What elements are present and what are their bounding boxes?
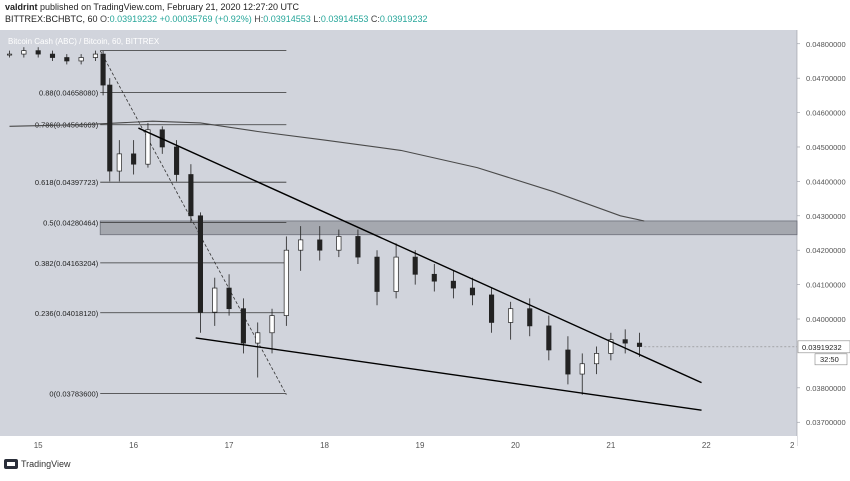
candle-body [608, 339, 614, 354]
chart-header: valdrint published on TradingView.com, F… [0, 0, 850, 28]
y-tick-label: 0.04100000 [806, 281, 846, 290]
countdown-box [814, 353, 848, 366]
candle-body [197, 215, 203, 313]
candle-body [374, 256, 380, 292]
candle-body [145, 129, 151, 165]
candle-body [622, 339, 628, 344]
candle-body [469, 287, 476, 296]
candle-body [240, 308, 246, 344]
published-text: published on TradingView.com, February 2… [40, 2, 300, 12]
candle-body [100, 53, 106, 86]
candle-body [317, 239, 323, 251]
last-price-box [797, 340, 850, 354]
candle-body [212, 287, 218, 313]
high-value: 0.03914553 [263, 14, 311, 24]
last-price-label: 0.03919232 [802, 343, 842, 352]
candle-body [35, 50, 41, 55]
countdown-label: 32:50 [820, 355, 839, 364]
x-tick-label: 15 [34, 441, 43, 450]
fib-level-label: 0.618(0.04397723) [35, 178, 99, 187]
candle-body [579, 363, 585, 375]
candle-body [131, 153, 137, 165]
y-tick-label: 0.04400000 [806, 177, 846, 186]
tradingview-logo[interactable]: TradingView [4, 459, 71, 469]
candle-body [298, 239, 304, 251]
resistance-zone [99, 220, 798, 236]
candle-body [527, 308, 533, 327]
y-tick-label: 0.04300000 [806, 212, 846, 221]
fib-level-label: 0.5(0.04280464) [43, 219, 99, 228]
change-value: +0.00035769 (+0.92%) [159, 14, 252, 24]
y-tick-label: 0.03700000 [806, 418, 846, 427]
candle-body [64, 57, 70, 62]
candle-body [450, 280, 456, 289]
low-value: 0.03914553 [320, 14, 369, 24]
y-tick-label: 0.04700000 [806, 74, 846, 83]
fib-level-label: 0.236(0.04018120) [35, 309, 99, 318]
x-tick-label: 18 [320, 441, 329, 450]
y-tick-label: 0.04800000 [806, 40, 846, 49]
x-tick-label: 17 [225, 441, 234, 450]
ohlc-legend: BITTREX:BCHBTC, 60 O:0.03919232 +0.00035… [5, 14, 427, 24]
candle-body [636, 342, 643, 347]
x-tick-label: 16 [129, 441, 138, 450]
fib-level-label: 0.88(0.04658080) [39, 89, 99, 98]
y-tick-label: 0.03800000 [806, 384, 846, 393]
x-tick-label: 22 [702, 441, 711, 450]
candle-body [594, 353, 600, 365]
price-axis-background [797, 30, 850, 446]
candle-body [116, 153, 122, 172]
low-label: L: [313, 14, 321, 24]
tradingview-icon [4, 459, 18, 469]
candle-body [226, 287, 232, 310]
x-tick-label: 2 [790, 441, 795, 450]
candle-body [508, 308, 514, 323]
wedge-lower-trendline [195, 337, 702, 411]
candle-body [565, 349, 571, 375]
wedge-upper-trendline [138, 127, 702, 384]
candle-body [78, 57, 84, 62]
candle-body [188, 174, 194, 217]
tradingview-brand: TradingView [21, 459, 71, 469]
candle-body [355, 236, 361, 258]
candle-body [336, 236, 342, 251]
moving-average-line [9, 120, 645, 222]
open-label: O: [100, 14, 110, 24]
y-tick-label: 0.04000000 [806, 315, 846, 324]
open-value: 0.03919232 [109, 14, 158, 24]
candle-body [431, 273, 437, 282]
candle-body [283, 249, 289, 316]
symbol-label: BITTREX:BCHBTC, 60 [5, 14, 98, 24]
close-value: 0.03919232 [379, 14, 428, 24]
close-label: C: [370, 14, 380, 24]
candle-body [489, 294, 495, 323]
fib-level-label: 0.382(0.04163204) [35, 259, 99, 268]
chart-area[interactable]: 0.04800000 0.04700000 0.04600000 0.04500000… [0, 28, 850, 476]
candle-body [393, 256, 399, 292]
x-tick-label: 21 [606, 441, 615, 450]
candle-body [546, 325, 552, 351]
candle-body [255, 332, 261, 344]
x-tick-label: 19 [416, 441, 425, 450]
fib-level-label: 0(0.03783600) [49, 389, 98, 398]
candle-body [21, 50, 27, 55]
y-tick-label: 0.04600000 [806, 109, 846, 118]
candle-body [107, 84, 113, 172]
high-label: H: [254, 14, 264, 24]
candle-body [49, 53, 56, 58]
candle-body [174, 146, 180, 175]
y-tick-label: 0.04500000 [806, 143, 846, 152]
candle-body [92, 53, 98, 58]
author-name[interactable]: valdrint [5, 2, 38, 12]
chart-title: Bitcoin Cash (ABC) / Bitcoin, 60, BITTRE… [8, 37, 160, 46]
price-chart[interactable]: 0.04800000 0.04700000 0.04600000 0.04500000… [0, 28, 850, 476]
candle-body [269, 315, 275, 334]
x-tick-label: 20 [511, 441, 520, 450]
publish-info: valdrint published on TradingView.com, F… [5, 2, 299, 12]
time-axis-background [0, 436, 797, 454]
y-tick-label: 0.04200000 [806, 246, 846, 255]
candle-body [6, 53, 13, 56]
candle-body [412, 256, 418, 275]
